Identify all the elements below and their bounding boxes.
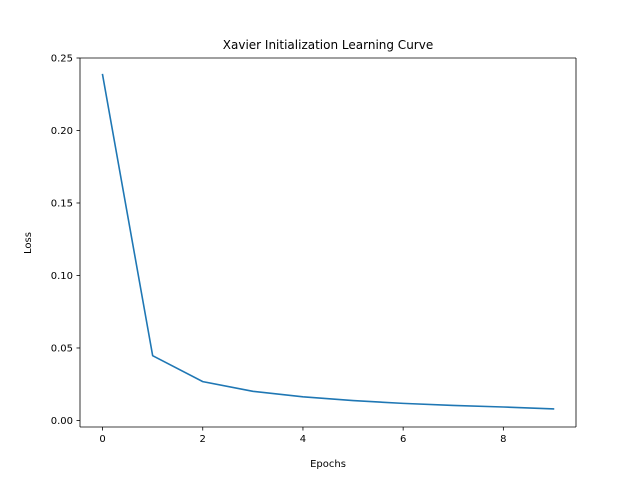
series-layer xyxy=(101,73,555,410)
x-tick-label: 2 xyxy=(200,434,206,445)
y-tick-label: 0.20 xyxy=(51,126,73,137)
x-tick-label: 6 xyxy=(400,434,406,445)
y-tick-label: 0.10 xyxy=(51,271,73,282)
y-tick-label: 0.25 xyxy=(51,54,73,65)
y-axis-label: Loss xyxy=(23,232,34,254)
y-tick-label: 0.15 xyxy=(51,198,73,209)
chart-title: Xavier Initialization Learning Curve xyxy=(223,38,433,52)
x-tick-label: 0 xyxy=(99,434,105,445)
plot-area xyxy=(80,58,576,427)
x-axis-label: Epochs xyxy=(310,459,346,470)
y-tick-label: 0.00 xyxy=(51,416,73,427)
series-line xyxy=(101,73,555,410)
axes-background xyxy=(80,58,576,427)
x-tick-label: 4 xyxy=(300,434,306,445)
axes-frame xyxy=(79,57,577,428)
y-axis-ticks: 0.00 0.05 0.10 0.15 0.20 0.25 xyxy=(51,54,80,427)
x-axis-ticks: 0 2 4 6 8 xyxy=(99,427,507,445)
x-tick-label: 8 xyxy=(500,434,506,445)
y-tick-label: 0.05 xyxy=(51,343,73,354)
